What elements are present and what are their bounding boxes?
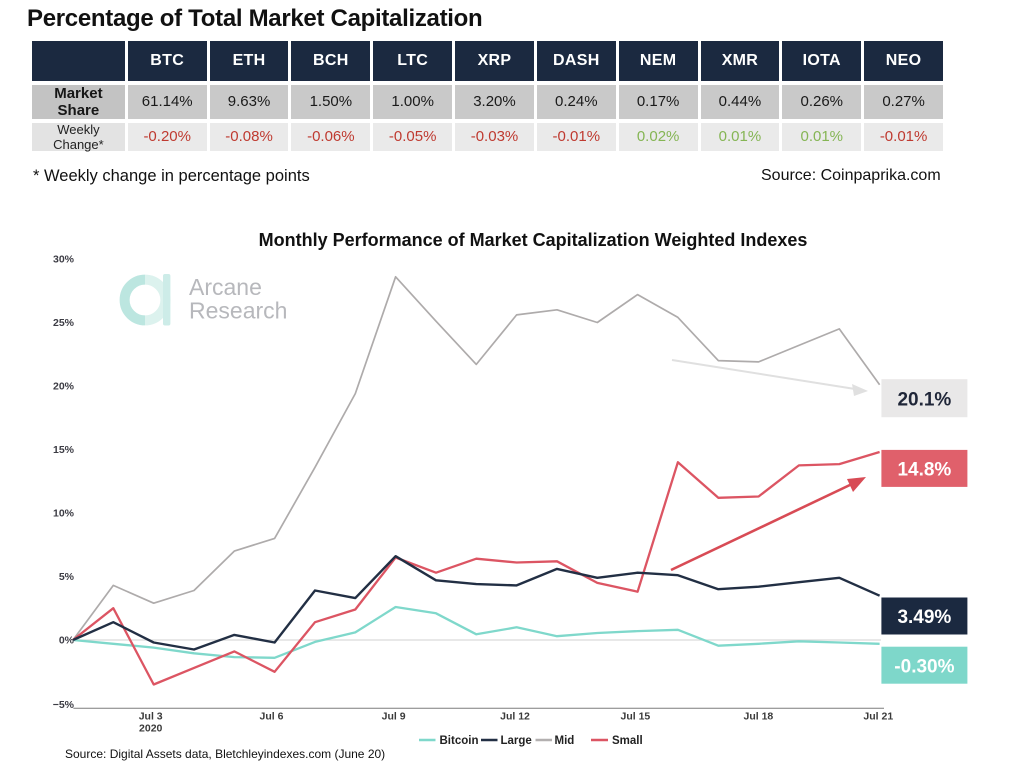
svg-text:5%: 5% [59, 571, 75, 583]
svg-text:Jul 15: Jul 15 [621, 711, 651, 723]
svg-text:20.1%: 20.1% [897, 390, 951, 411]
svg-text:Mid: Mid [555, 735, 575, 747]
svg-text:Jul 6: Jul 6 [260, 711, 284, 723]
svg-text:0%: 0% [59, 635, 75, 647]
svg-text:Bitcoin: Bitcoin [440, 735, 479, 747]
svg-text:Arcane: Arcane [189, 274, 262, 300]
svg-text:14.8%: 14.8% [897, 460, 951, 481]
svg-text:Jul 3: Jul 3 [139, 711, 163, 723]
svg-text:Large: Large [501, 735, 532, 747]
svg-text:15%: 15% [53, 444, 75, 456]
svg-text:−5%: −5% [53, 699, 75, 711]
svg-text:Jul 21: Jul 21 [863, 711, 893, 723]
svg-text:Jul 18: Jul 18 [744, 711, 774, 723]
svg-text:-0.30%: -0.30% [894, 656, 954, 677]
svg-text:25%: 25% [53, 317, 75, 329]
svg-text:Jul 9: Jul 9 [382, 711, 406, 723]
svg-text:Jul 12: Jul 12 [500, 711, 530, 723]
svg-text:30%: 30% [53, 254, 75, 266]
svg-text:Research: Research [189, 298, 287, 324]
svg-text:Small: Small [612, 735, 643, 747]
svg-text:2020: 2020 [139, 723, 163, 735]
svg-text:3.49%: 3.49% [897, 607, 951, 628]
svg-text:10%: 10% [53, 508, 75, 520]
svg-text:20%: 20% [53, 381, 75, 393]
